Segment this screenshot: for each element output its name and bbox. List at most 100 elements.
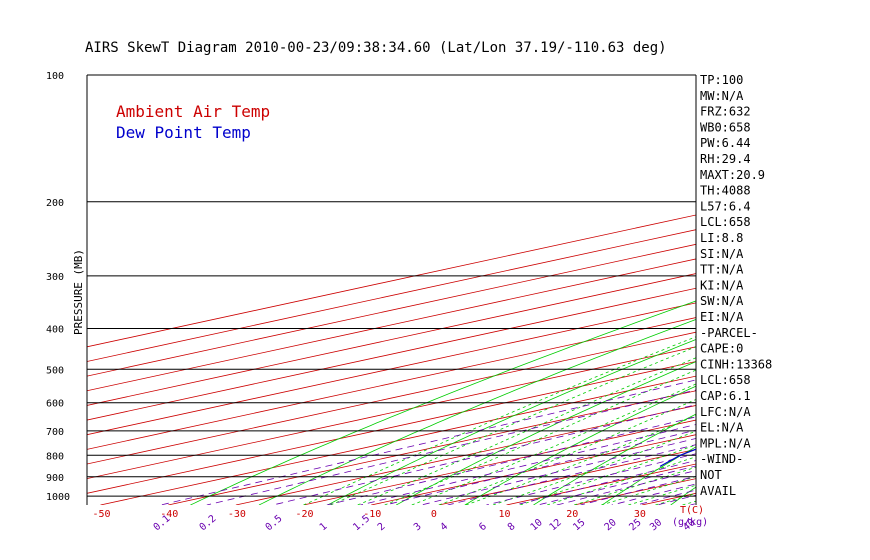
moist-adiabat-line xyxy=(465,415,696,505)
pressure-tick-label: 700 xyxy=(46,427,64,438)
dry-adiabat-line xyxy=(601,446,696,505)
pressure-tick-label: 500 xyxy=(46,365,64,376)
isotherm-line xyxy=(87,273,696,406)
isotherm-line xyxy=(438,448,696,505)
isotherm-line xyxy=(87,317,696,450)
isotherm-line xyxy=(87,214,696,348)
grid-layer xyxy=(87,75,870,505)
pressure-tick-label: 600 xyxy=(46,399,64,410)
mixing-ratio-tick-label: 12 xyxy=(548,517,564,533)
side-label: SI:N/A xyxy=(700,247,744,261)
pressure-tick-label: 900 xyxy=(46,473,64,484)
side-label: LCL:658 xyxy=(700,373,751,387)
mixing-ratio-line xyxy=(580,475,696,505)
chart-title: AIRS SkewT Diagram 2010-00-23/09:38:34.6… xyxy=(85,40,667,56)
moist-adiabat-line xyxy=(330,346,696,505)
dry-adiabat-line xyxy=(327,339,696,505)
dry-adiabat-line xyxy=(533,413,696,505)
mixing-ratio-tick-label: 2 xyxy=(376,521,388,533)
side-label: TH:4088 xyxy=(700,184,751,198)
isotherm-line xyxy=(87,243,696,377)
side-label: MAXT:20.9 xyxy=(700,168,765,182)
mixing-ratio-line xyxy=(486,453,696,505)
side-label: FRZ:632 xyxy=(700,105,751,119)
isotherm-line xyxy=(87,302,696,436)
dry-adiabat-line xyxy=(396,361,696,505)
mixing-axis-label: (g/kg) xyxy=(672,517,708,528)
y-axis-label: PRESSURE (MB) xyxy=(72,249,85,335)
pressure-tick-label: 100 xyxy=(46,71,64,82)
moist-adiabat-line xyxy=(303,336,696,505)
bottom-temp-tick-label: -20 xyxy=(296,509,314,520)
bottom-temp-tick-label: -10 xyxy=(363,509,381,520)
mixing-ratio-line xyxy=(272,404,696,505)
side-label: LCL:658 xyxy=(700,215,751,229)
side-label: MW:N/A xyxy=(700,89,744,103)
bottom-temp-tick-label: -50 xyxy=(93,509,111,520)
mixing-ratio-line xyxy=(206,389,696,505)
moist-adiabat-line xyxy=(357,357,696,505)
legend-dew-point: Dew Point Temp xyxy=(116,123,251,142)
side-label: WB0:658 xyxy=(700,120,751,134)
side-label: CAP:6.1 xyxy=(700,389,751,403)
mixing-ratio-tick-label: 6 xyxy=(477,521,489,533)
side-label: KI:N/A xyxy=(700,278,744,292)
isotherm-line xyxy=(87,229,696,362)
pressure-tick-label: 800 xyxy=(46,451,64,462)
pressure-tick-label: 400 xyxy=(46,325,64,336)
legend: Ambient Air Temp Dew Point Temp xyxy=(116,102,270,142)
mixing-ratio-tick-label: 0.2 xyxy=(198,513,219,533)
side-label: TP:100 xyxy=(700,73,743,87)
mixing-ratio-line xyxy=(160,379,696,505)
dry-adiabat-line xyxy=(258,318,696,505)
isotherm-line xyxy=(641,492,696,505)
ambient-temp-line xyxy=(750,75,870,466)
side-label: -WIND- xyxy=(700,452,743,466)
isotherm-line xyxy=(235,405,696,505)
mixing-ratio-tick-label: 10 xyxy=(529,517,545,533)
mixing-ratio-tick-label: 0.5 xyxy=(264,513,285,533)
side-label: L57:6.4 xyxy=(700,199,751,213)
moist-adiabat-line xyxy=(492,430,696,505)
isotherm-line xyxy=(100,375,696,505)
mixing-ratio-line xyxy=(326,416,696,505)
mixing-ratio-tick-label: 20 xyxy=(603,517,619,533)
dry-adiabat-line xyxy=(464,385,696,505)
bottom-temp-tick-label: 30 xyxy=(634,509,646,520)
isotherm-line xyxy=(87,346,696,480)
moist-adiabat-line xyxy=(519,444,696,505)
dew-point-line xyxy=(659,448,696,467)
dry-adiabat-line xyxy=(739,75,870,505)
mixing-ratio-line xyxy=(447,444,696,505)
side-label: EL:N/A xyxy=(700,421,744,435)
mixing-ratio-line xyxy=(514,460,696,505)
profile-layer xyxy=(659,75,870,467)
pressure-tick-label: 300 xyxy=(46,272,64,283)
bottom-temp-tick-label: 0 xyxy=(431,509,437,520)
bottom-temp-tick-label: 20 xyxy=(566,509,578,520)
mixing-ratio-line xyxy=(360,424,696,505)
dry-adiabat-line xyxy=(190,300,696,505)
moist-adiabat-line xyxy=(411,383,696,505)
side-label: MPL:N/A xyxy=(700,436,751,450)
side-label: CINH:13368 xyxy=(700,357,772,371)
mixing-ratio-line xyxy=(636,489,696,505)
isotherm-line xyxy=(845,75,870,505)
side-label: SW:N/A xyxy=(700,294,744,308)
bottom-temp-tick-label: -40 xyxy=(160,509,178,520)
isotherm-line xyxy=(168,390,696,505)
moist-adiabat-line xyxy=(601,476,696,505)
side-label: PW:6.44 xyxy=(700,136,751,150)
temp-axis-label: T(C) xyxy=(680,505,704,516)
moist-adiabat-line xyxy=(546,456,696,505)
moist-adiabat-line xyxy=(438,398,696,505)
mixing-ratio-tick-label: 3 xyxy=(412,521,424,533)
side-label: -PARCEL- xyxy=(700,326,758,340)
pressure-tick-label: 1000 xyxy=(46,492,70,503)
side-label: CAPE:0 xyxy=(700,342,743,356)
mixing-ratio-tick-label: 8 xyxy=(506,521,518,533)
side-label: RH:29.4 xyxy=(700,152,751,166)
side-label: NOT xyxy=(700,468,722,482)
